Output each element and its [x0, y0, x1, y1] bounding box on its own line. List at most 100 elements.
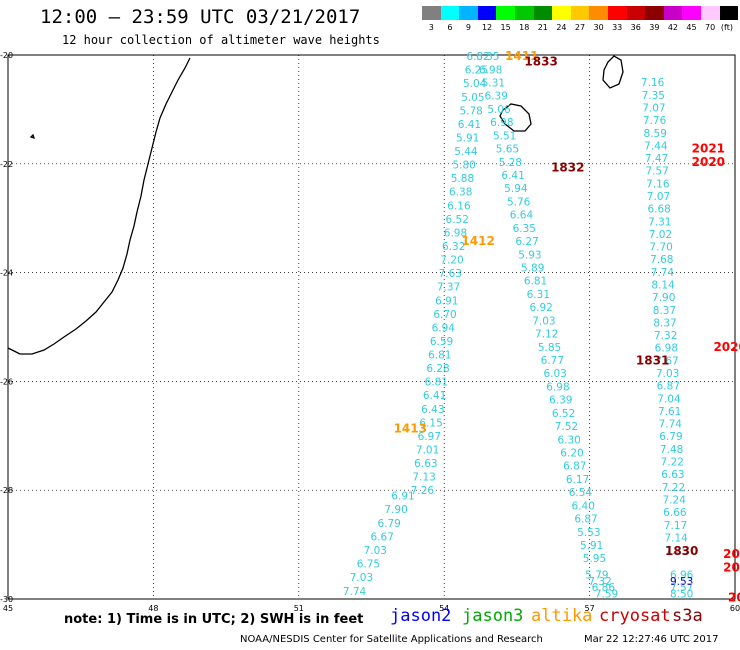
wave-height-value: 5.94	[504, 183, 528, 195]
legend-label: 3	[428, 23, 434, 32]
legend-label: 42	[667, 23, 679, 32]
wave-height-value: 6.40	[572, 500, 595, 512]
wave-height-value: 5.51	[493, 130, 516, 142]
wave-height-value: 6.41	[423, 390, 446, 402]
wave-height-value: 6.87	[574, 514, 597, 526]
wave-height-value: 5.53	[577, 527, 600, 539]
wave-height-value: 7.74	[651, 267, 675, 279]
wave-height-value: 6.97	[418, 431, 441, 443]
wave-height-value: 6.43	[421, 404, 444, 416]
satellite-s3a: s3a	[672, 606, 703, 626]
wave-height-value: 8.50	[670, 589, 693, 601]
wave-height-value: 6.91	[391, 491, 414, 503]
wave-height-value: 6.03	[543, 368, 566, 380]
reunion-island	[499, 103, 532, 132]
legend-label: 15	[500, 23, 511, 32]
footer-timestamp: Mar 22 12:27:46 UTC 2017	[584, 634, 719, 645]
legend-swatch	[533, 6, 553, 20]
pass-time-label: 1833	[524, 54, 557, 68]
legend-label: 45	[686, 23, 697, 32]
lon-tick-label: 60	[730, 604, 740, 613]
legend-swatch	[626, 6, 646, 20]
wave-height-value: 6.66	[663, 507, 687, 519]
legend-label: 6	[447, 23, 453, 32]
wave-height-value: 6.63	[661, 469, 684, 481]
legend-label: 70	[705, 23, 716, 32]
wave-height-value: 6.32	[442, 241, 465, 253]
legend-swatch	[645, 6, 664, 20]
map-gridlines	[8, 55, 735, 599]
lon-tick-label: 45	[3, 604, 13, 613]
wave-height-value: 7.70	[649, 242, 672, 254]
wave-height-value: 6.68	[647, 204, 670, 216]
pass-time-label: 1830	[665, 544, 698, 558]
satellite-jason2: jason2	[390, 606, 452, 626]
color-legend	[422, 6, 739, 20]
wave-height-value: 5.80	[452, 160, 475, 172]
wave-height-value: 7.74	[343, 586, 367, 598]
wave-height-value: 6.39	[549, 395, 572, 407]
wave-height-value: 5.05	[461, 92, 484, 104]
wave-height-value: 5.44	[454, 146, 478, 158]
legend-swatch	[422, 6, 441, 20]
wave-height-value: 6.91	[435, 295, 458, 307]
wave-height-value: 5.78	[459, 105, 482, 117]
wave-height-value: 7.74	[659, 419, 683, 431]
legend-swatch	[440, 6, 460, 20]
wave-height-value: 6.81	[425, 377, 448, 389]
wave-height-value: 7.32	[654, 330, 677, 342]
pass-time-label: 1411	[505, 49, 538, 63]
wave-height-value: 6.98	[479, 64, 502, 76]
wave-height-value: 6.30	[557, 434, 580, 446]
wave-height-value: 6.52	[552, 408, 575, 420]
wave-height-value: 5.04	[463, 78, 487, 90]
wave-height-value: 5.93	[518, 249, 541, 261]
satellite-cryosat: cryosat	[599, 606, 671, 626]
wave-height-value: 6.41	[458, 119, 481, 131]
wave-height-value: 6.15	[419, 417, 442, 429]
wave-height-value: 6.28	[426, 363, 449, 375]
wave-height-value: 7.68	[650, 254, 673, 266]
pass-time-label: 2021	[692, 141, 725, 155]
wave-height-value: 7.26	[411, 485, 435, 497]
pass-time-label: 1412	[461, 234, 494, 248]
wave-height-value: 6.20	[560, 447, 583, 459]
legend-swatch	[607, 6, 627, 20]
wave-height-value: 7.12	[535, 329, 558, 341]
pass-time-label: 2018	[728, 590, 740, 604]
legend-swatch	[663, 6, 683, 20]
wave-height-value: 5.76	[507, 196, 531, 208]
wave-height-value: 5.06	[487, 104, 511, 116]
wave-height-value: 5.88	[451, 173, 474, 185]
wave-height-value: 8.37	[653, 305, 676, 317]
wave-height-value: 5.28	[499, 157, 522, 169]
wave-height-value: 7.67	[655, 355, 678, 367]
legend-label: 39	[649, 23, 660, 32]
wave-height-value: 7.07	[642, 102, 665, 114]
wave-height-value: 5.91	[456, 132, 479, 144]
legend-swatch	[700, 6, 720, 20]
wave-height-value: 6.79	[377, 518, 400, 530]
wave-height-value: 6.16	[447, 200, 471, 212]
wave-height-value: 6.39	[485, 91, 508, 103]
wave-height-value: 7.90	[652, 292, 675, 304]
wave-height-value: 7.16	[646, 178, 670, 190]
legend-swatch	[514, 6, 534, 20]
wave-height-value: 6.59	[430, 336, 453, 348]
pass-time-label: 1413	[394, 422, 427, 436]
wave-height-value: 6.35	[476, 51, 499, 63]
wave-height-value: 7.02	[649, 229, 672, 241]
footer-note: note: 1) Time is in UTC; 2) SWH is in fe…	[64, 612, 364, 627]
wave-height-value: 6.63	[414, 458, 437, 470]
wave-height-value: 6.98	[490, 117, 513, 129]
wave-height-value: 8.14	[651, 280, 675, 292]
wave-height-value: 7.17	[664, 520, 687, 532]
wave-height-value: 7.35	[642, 90, 665, 102]
pass-time-label: 1832	[551, 161, 584, 175]
legend-swatch	[589, 6, 608, 20]
wave-height-value: 7.16	[641, 77, 665, 89]
wave-height-value: 7.57	[670, 582, 693, 594]
wave-height-value: 7.31	[648, 216, 671, 228]
wave-height-value: 6.70	[433, 309, 456, 321]
